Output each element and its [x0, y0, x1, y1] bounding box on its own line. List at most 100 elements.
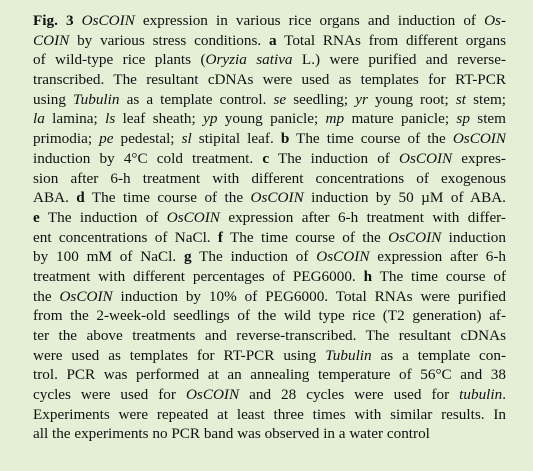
caption-line: ter the above treatments and reverse-tra…: [33, 326, 506, 346]
italic-text: Oryzia sativa: [205, 51, 293, 69]
text-run: young root;: [367, 90, 456, 108]
text-run: ent concentrations of NaCl.: [33, 228, 218, 246]
text-run: expression after 6-h: [369, 248, 506, 266]
text-run: induction: [441, 228, 506, 246]
text-run: The time course of: [372, 267, 506, 285]
text-run: mature panicle;: [344, 110, 457, 128]
text-run: by 100 mM of NaCl.: [33, 248, 184, 266]
caption-line: were used as templates for RT-PCR using …: [33, 346, 506, 366]
italic-text: mp: [325, 110, 345, 128]
italic-text: OsCOIN: [250, 189, 304, 207]
text-run: Total RNAs from different organs: [276, 31, 506, 49]
italic-text: OsCOIN: [398, 149, 453, 167]
text-run: leaf sheath;: [115, 110, 204, 128]
italic-text: la: [33, 110, 45, 128]
italic-text: Os-: [484, 12, 506, 29]
text-run: ter the above treatments and reverse-tra…: [33, 327, 506, 344]
caption-line: by 100 mM of NaCl. g The induction of Os…: [33, 247, 506, 267]
caption-line: Fig. 3 OsCOIN expression in various rice…: [33, 11, 506, 31]
italic-text: se: [273, 90, 287, 108]
caption-line: e The induction of OsCOIN expression aft…: [33, 208, 506, 228]
caption-line: ABA. d The time course of the OsCOIN ind…: [33, 188, 506, 208]
text-run: induction by 10% of PEG6000. Total RNAs …: [112, 287, 506, 305]
text-run: of wild-type rice plants (: [33, 51, 206, 69]
text-run: The induction of: [39, 208, 167, 226]
text-run: sion after 6-h treatment with different …: [33, 169, 506, 187]
text-run: and 28 cycles were used for: [239, 386, 460, 404]
caption-line: of wild-type rice plants (Oryzia sativa …: [33, 50, 506, 70]
italic-text: OsCOIN: [388, 228, 442, 246]
italic-text: COIN: [33, 31, 70, 49]
italic-text: sp: [456, 110, 470, 128]
italic-text: OsCOIN: [452, 130, 506, 148]
text-run: all the experiments no PCR band was obse…: [33, 425, 430, 443]
text-run: .: [502, 386, 506, 404]
caption-line: primodia; pe pedestal; sl stipital leaf.…: [33, 129, 506, 149]
text-run: pedestal;: [113, 130, 182, 148]
text-run: from the 2-week-old seedlings of the wil…: [33, 307, 506, 325]
caption-line: from the 2-week-old seedlings of the wil…: [33, 306, 506, 326]
caption-line: treatment with different percentages of …: [33, 267, 506, 287]
bold-text: e: [33, 208, 40, 226]
bold-text: b: [280, 130, 290, 148]
caption-line: ent concentrations of NaCl. f The time c…: [33, 228, 506, 248]
text-run: Experiments were repeated at least three…: [33, 405, 506, 423]
caption-line: transcribed. The resultant cDNAs were us…: [33, 70, 506, 90]
bold-text: c: [262, 149, 270, 167]
italic-text: Tubulin: [325, 346, 372, 364]
italic-text: OsCOIN: [316, 248, 370, 266]
text-run: expression after 6-h treatment with diff…: [219, 208, 506, 226]
italic-text: pe: [99, 130, 114, 148]
caption-line: la lamina; ls leaf sheath; yp young pani…: [33, 109, 506, 129]
text-run: primodia;: [33, 130, 100, 148]
caption-line: induction by 4°C cold treatment. c The i…: [33, 149, 506, 169]
italic-text: OsCOIN: [59, 287, 113, 305]
caption-line: all the experiments no PCR band was obse…: [33, 424, 506, 444]
caption-line: sion after 6-h treatment with different …: [33, 169, 506, 189]
bold-text: f: [217, 228, 223, 246]
text-run: using: [33, 90, 74, 108]
bold-text: h: [363, 267, 373, 285]
text-run: expression in various rice organs and in…: [134, 12, 485, 29]
italic-text: OsCOIN: [185, 386, 240, 404]
italic-text: OsCOIN: [81, 12, 135, 29]
figure-caption: Fig. 3 OsCOIN expression in various rice…: [33, 11, 506, 444]
italic-text: st: [455, 90, 466, 108]
text-run: by various stress conditions.: [69, 31, 269, 49]
italic-text: yp: [203, 110, 218, 128]
text-run: stem: [469, 110, 506, 128]
text-run: were used as templates for RT-PCR using: [33, 346, 326, 364]
text-run: The induction of: [191, 248, 317, 266]
caption-line: trol. PCR was performed at an annealing …: [33, 365, 506, 385]
text-run: transcribed. The resultant cDNAs were us…: [33, 71, 506, 89]
text-run: ABA.: [33, 189, 77, 207]
italic-text: tubulin: [459, 386, 503, 404]
caption-line: COIN by various stress conditions. a Tot…: [33, 31, 506, 51]
caption-line: Experiments were repeated at least three…: [33, 405, 506, 425]
bold-text: Fig. 3: [33, 12, 74, 29]
italic-text: OsCOIN: [166, 208, 220, 226]
text-run: treatment with different percentages of …: [33, 267, 364, 285]
italic-text: ls: [105, 110, 116, 128]
text-run: stem;: [465, 90, 506, 108]
text-run: stipital leaf.: [191, 130, 281, 148]
text-run: L.) were purified and reverse-: [292, 51, 506, 69]
caption-line: cycles were used for OsCOIN and 28 cycle…: [33, 385, 506, 405]
bold-text: d: [76, 189, 85, 207]
italic-text: Tubulin: [73, 90, 120, 108]
text-run: as a template control.: [119, 90, 274, 108]
text-run: expres-: [452, 149, 506, 167]
italic-text: sl: [181, 130, 192, 148]
text-run: The time course of the: [84, 189, 251, 207]
bold-text: g: [183, 248, 192, 266]
bold-text: a: [269, 31, 277, 49]
caption-line: using Tubulin as a template control. se …: [33, 90, 506, 110]
text-run: induction by 4°C cold treatment.: [33, 149, 263, 167]
text-run: trol. PCR was performed at an annealing …: [33, 366, 506, 384]
text-run: cycles were used for: [33, 386, 186, 404]
text-run: the: [33, 287, 60, 305]
italic-text: yr: [355, 90, 368, 108]
text-run: [74, 12, 82, 29]
text-run: induction by 50 µM of ABA.: [303, 189, 506, 207]
text-run: lamina;: [44, 110, 106, 128]
